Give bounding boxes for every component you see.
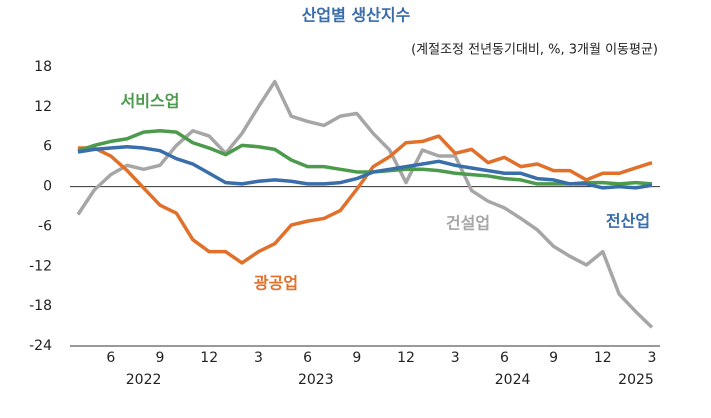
series-line — [76, 79, 654, 329]
x-tick-label: 12 — [200, 350, 218, 366]
x-tick-label: 6 — [500, 350, 509, 366]
series-label: 건설업 — [446, 214, 490, 233]
x-tick-label: 12 — [397, 350, 415, 366]
series-label: 전산업 — [606, 212, 650, 231]
x-tick-label: 3 — [254, 350, 263, 366]
series-line — [78, 134, 653, 265]
chart-subtitle: (계절조정 전년동기대비, %, 3개월 이동평균) — [411, 43, 658, 58]
x-tick-label: 6 — [106, 350, 115, 366]
x-tick-label: 3 — [451, 350, 460, 366]
y-tick-label: 6 — [43, 139, 52, 155]
x-group-label: 2023 — [298, 372, 334, 388]
y-tick-label: -18 — [29, 298, 52, 314]
x-group-label: 2024 — [495, 372, 531, 388]
x-tick-label: 9 — [549, 350, 558, 366]
y-tick-label: 12 — [34, 99, 52, 115]
y-tick-label: -12 — [29, 258, 52, 274]
y-tick-label: -24 — [29, 338, 52, 354]
x-tick-label: 9 — [156, 350, 165, 366]
chart-title: 산업별 생산지수 — [302, 6, 411, 25]
y-tick-label: 18 — [34, 59, 52, 75]
series-line — [77, 129, 653, 186]
x-tick-label: 6 — [303, 350, 312, 366]
y-tick-label: -6 — [38, 218, 52, 234]
series-line — [77, 144, 653, 190]
x-group-label: 2025 — [618, 372, 654, 388]
series-label: 광공업 — [254, 274, 298, 293]
x-tick-label: 9 — [352, 350, 361, 366]
y-tick-label: 0 — [43, 179, 52, 195]
x-group-label: 2022 — [126, 372, 162, 388]
series-label: 서비스업 — [121, 92, 180, 111]
x-tick-label: 12 — [594, 350, 612, 366]
x-tick-label: 3 — [648, 350, 657, 366]
